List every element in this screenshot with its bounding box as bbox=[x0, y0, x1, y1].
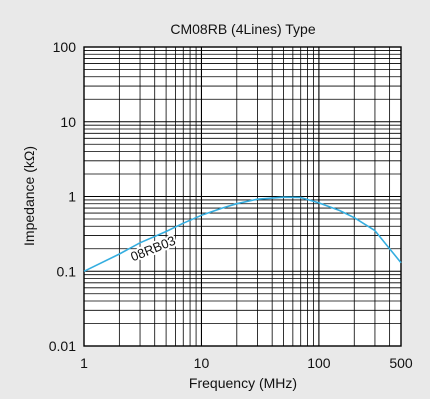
x-tick-labels: 1 10 100 500 bbox=[80, 355, 413, 371]
x-tick-label: 10 bbox=[194, 355, 210, 371]
x-axis-label: Frequency (MHz) bbox=[189, 375, 297, 391]
y-tick-label: 10 bbox=[60, 114, 76, 130]
chart-title: CM08RB (4Lines) Type bbox=[170, 21, 315, 37]
x-tick-label: 100 bbox=[307, 355, 331, 371]
y-tick-label: 0.1 bbox=[57, 263, 77, 279]
x-tick-label: 500 bbox=[389, 355, 413, 371]
gridlines bbox=[84, 47, 401, 347]
y-tick-label: 0.01 bbox=[49, 338, 76, 354]
plot-border bbox=[83, 46, 402, 347]
y-tick-labels: 0.01 0.1 1 10 100 bbox=[49, 39, 76, 354]
y-tick-label: 1 bbox=[68, 189, 76, 205]
y-tick-label: 100 bbox=[53, 39, 77, 55]
y-axis-label: Impedance (kΩ) bbox=[21, 146, 37, 246]
series-line bbox=[83, 196, 402, 273]
x-tick-label: 1 bbox=[80, 355, 88, 371]
